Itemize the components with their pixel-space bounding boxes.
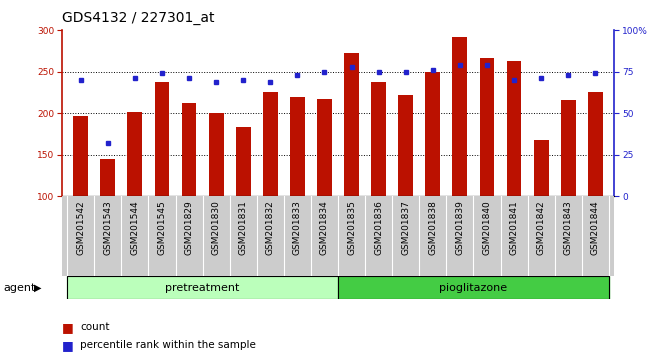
Text: GSM201832: GSM201832 bbox=[266, 200, 275, 255]
Bar bbox=[452, 37, 467, 196]
Bar bbox=[127, 112, 142, 196]
Bar bbox=[181, 103, 196, 196]
Bar bbox=[263, 92, 278, 196]
Bar bbox=[73, 116, 88, 196]
Bar bbox=[398, 95, 413, 196]
Text: GSM201836: GSM201836 bbox=[374, 200, 383, 255]
Text: GDS4132 / 227301_at: GDS4132 / 227301_at bbox=[62, 11, 214, 25]
Text: GSM201831: GSM201831 bbox=[239, 200, 248, 255]
Text: GSM201840: GSM201840 bbox=[482, 200, 491, 255]
Text: GSM201837: GSM201837 bbox=[401, 200, 410, 255]
Text: GSM201545: GSM201545 bbox=[157, 200, 166, 255]
Text: GSM201844: GSM201844 bbox=[591, 200, 600, 255]
Text: ■: ■ bbox=[62, 339, 77, 352]
Text: GSM201542: GSM201542 bbox=[76, 200, 85, 255]
Bar bbox=[67, 276, 338, 299]
Text: ■: ■ bbox=[62, 321, 77, 334]
Bar bbox=[588, 92, 603, 196]
Text: agent: agent bbox=[3, 282, 36, 293]
Bar bbox=[290, 97, 305, 196]
Text: count: count bbox=[80, 322, 109, 332]
Text: GSM201543: GSM201543 bbox=[103, 200, 112, 255]
Text: GSM201829: GSM201829 bbox=[185, 200, 194, 255]
Bar bbox=[344, 53, 359, 196]
Text: GSM201834: GSM201834 bbox=[320, 200, 329, 255]
Bar bbox=[62, 196, 614, 276]
Bar bbox=[209, 113, 224, 196]
Text: pretreatment: pretreatment bbox=[165, 282, 240, 293]
Bar bbox=[155, 82, 170, 196]
Bar bbox=[506, 61, 521, 196]
Text: GSM201835: GSM201835 bbox=[347, 200, 356, 255]
Text: GSM201838: GSM201838 bbox=[428, 200, 437, 255]
Text: pioglitazone: pioglitazone bbox=[439, 282, 508, 293]
Bar bbox=[480, 58, 495, 196]
Text: GSM201544: GSM201544 bbox=[131, 200, 139, 255]
Text: GSM201841: GSM201841 bbox=[510, 200, 519, 255]
Bar bbox=[425, 72, 440, 196]
Text: GSM201839: GSM201839 bbox=[456, 200, 464, 255]
Bar bbox=[534, 140, 549, 196]
Bar bbox=[317, 99, 332, 196]
Bar bbox=[100, 159, 115, 196]
Text: GSM201843: GSM201843 bbox=[564, 200, 573, 255]
Bar bbox=[561, 100, 576, 196]
Text: GSM201830: GSM201830 bbox=[212, 200, 220, 255]
Text: GSM201833: GSM201833 bbox=[293, 200, 302, 255]
Text: percentile rank within the sample: percentile rank within the sample bbox=[80, 340, 256, 350]
Bar bbox=[371, 82, 386, 196]
Text: ▶: ▶ bbox=[34, 282, 42, 293]
Text: GSM201842: GSM201842 bbox=[537, 200, 545, 255]
Bar bbox=[236, 127, 251, 196]
Bar bbox=[338, 276, 609, 299]
